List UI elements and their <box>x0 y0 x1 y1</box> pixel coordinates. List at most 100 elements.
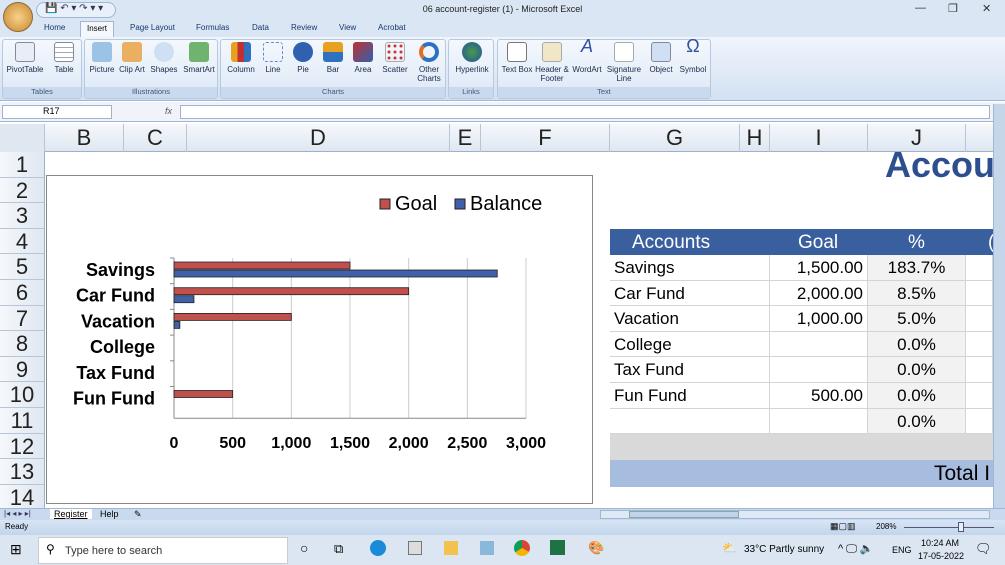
cell-goal[interactable] <box>770 331 868 358</box>
cell-pct[interactable]: 0.0% <box>868 357 966 383</box>
calendar-app-icon[interactable] <box>408 541 422 555</box>
vertical-scrollbar[interactable] <box>993 104 1005 509</box>
header-next[interactable]: ( <box>988 232 995 253</box>
scatter-chart-button[interactable]: Scatter <box>379 42 411 74</box>
sheet-tab-register[interactable]: Register <box>50 509 92 519</box>
cell-pct[interactable]: 8.5% <box>868 280 966 307</box>
app-icon[interactable] <box>480 541 494 555</box>
restore-button[interactable]: ❐ <box>948 3 958 15</box>
sheet-nav-buttons[interactable]: |◂ ◂ ▸ ▸| <box>4 509 31 518</box>
line-chart-button[interactable]: Line <box>259 42 287 74</box>
task-view-icon[interactable]: ⧉ <box>334 541 344 556</box>
header-goal[interactable]: Goal <box>798 232 839 253</box>
sheet-tab-help[interactable]: Help <box>100 509 119 519</box>
weather-text[interactable]: 33°C Partly sunny <box>744 544 825 555</box>
formula-input[interactable] <box>180 105 990 119</box>
hyperlink-button[interactable]: Hyperlink <box>451 42 493 74</box>
col-header-g[interactable]: G <box>610 124 740 152</box>
notifications-icon[interactable]: 🗨 <box>975 541 992 556</box>
tab-review[interactable]: Review <box>291 23 318 32</box>
cell-account[interactable]: Car Fund <box>610 280 770 307</box>
other-charts-button[interactable]: Other Charts <box>413 42 445 83</box>
object-button[interactable]: Object <box>646 42 676 74</box>
shapes-button[interactable]: Shapes <box>147 42 181 74</box>
zoom-level[interactable]: 208% <box>876 522 897 531</box>
tab-insert[interactable]: Insert <box>80 21 115 38</box>
col-header-d[interactable]: D <box>187 124 450 152</box>
cell-account[interactable] <box>610 408 770 435</box>
clip-art-button[interactable]: Clip Art <box>119 42 145 74</box>
file-explorer-icon[interactable] <box>444 541 458 555</box>
paint-icon[interactable]: 🎨 <box>588 540 605 555</box>
pie-chart-button[interactable]: Pie <box>289 42 317 74</box>
row-header-4[interactable]: 4 <box>0 228 45 255</box>
cell-account[interactable]: Savings <box>610 255 770 281</box>
row-header-6[interactable]: 6 <box>0 280 45 306</box>
row-header-11[interactable]: 11 <box>0 408 45 434</box>
wordart-button[interactable]: A WordArt <box>572 36 602 74</box>
col-header-f[interactable]: F <box>481 124 610 152</box>
name-box[interactable]: R17 <box>2 105 112 119</box>
language-indicator[interactable]: ENG <box>892 545 912 555</box>
cell-goal[interactable]: 2,000.00 <box>770 280 868 307</box>
cell[interactable] <box>966 408 993 435</box>
tab-page-layout[interactable]: Page Layout <box>130 23 175 32</box>
row-header-14[interactable]: 14 <box>0 484 45 511</box>
row-header-3[interactable]: 3 <box>0 203 45 229</box>
tab-acrobat[interactable]: Acrobat <box>378 23 406 32</box>
goal-balance-chart[interactable]: 0 500 1,000 1,500 2,000 2,500 3,000 Savings Car … <box>46 175 593 504</box>
zoom-slider-thumb[interactable] <box>958 522 964 532</box>
view-buttons[interactable]: ▦▢▥ <box>830 521 856 531</box>
select-all-button[interactable] <box>0 124 45 152</box>
tab-data[interactable]: Data <box>252 23 269 32</box>
cell-account[interactable]: Vacation <box>610 306 770 332</box>
cell-account[interactable]: College <box>610 331 770 358</box>
taskbar-search[interactable]: Type here to search <box>38 537 288 564</box>
area-chart-button[interactable]: Area <box>349 42 377 74</box>
tab-view[interactable]: View <box>339 23 357 32</box>
cell[interactable] <box>966 331 993 358</box>
cell[interactable] <box>966 306 993 332</box>
pivottable-button[interactable]: PivotTable <box>5 42 45 74</box>
row-header-8[interactable]: 8 <box>0 331 45 357</box>
col-header-h[interactable]: H <box>740 124 770 152</box>
cortana-icon[interactable]: ○ <box>300 540 309 556</box>
close-button[interactable]: ✕ <box>982 3 992 15</box>
windows-start-icon[interactable]: ⊞ <box>10 541 22 557</box>
cell[interactable] <box>966 280 993 307</box>
clock-date[interactable]: 17-05-2022 <box>918 551 965 561</box>
excel-taskbar-icon[interactable] <box>550 540 565 555</box>
picture-button[interactable]: Picture <box>87 42 117 74</box>
row-header-7[interactable]: 7 <box>0 305 45 332</box>
cell-pct[interactable]: 0.0% <box>868 331 966 358</box>
col-header-e[interactable]: E <box>450 124 481 152</box>
horizontal-scrollbar[interactable] <box>600 510 990 519</box>
column-chart-button[interactable]: Column <box>223 42 259 74</box>
cell-account[interactable]: Fun Fund <box>610 383 770 409</box>
edge-icon[interactable] <box>370 540 386 556</box>
insert-sheet-icon[interactable]: ✎ <box>134 509 142 519</box>
symbol-button[interactable]: Ω Symbol <box>679 36 707 74</box>
cell[interactable] <box>966 383 993 409</box>
quick-access-toolbar[interactable]: 💾 ↶ ▾ ↷ ▾ ▾ <box>36 2 116 18</box>
table-button[interactable]: Table <box>49 42 79 74</box>
header-accounts[interactable]: Accounts <box>632 232 711 253</box>
col-header-j[interactable]: J <box>868 124 966 152</box>
cell-pct[interactable]: 5.0% <box>868 306 966 332</box>
cell-goal[interactable]: 1,000.00 <box>770 306 868 332</box>
cell-goal[interactable]: 500.00 <box>770 383 868 409</box>
minimize-button[interactable]: — <box>915 2 926 14</box>
col-header-c[interactable]: C <box>124 124 187 152</box>
cell-pct[interactable]: 0.0% <box>868 383 966 409</box>
row-header-10[interactable]: 10 <box>0 382 45 408</box>
chrome-icon[interactable] <box>514 540 530 556</box>
cell-pct[interactable]: 183.7% <box>868 255 966 281</box>
tab-home[interactable]: Home <box>44 23 66 32</box>
text-box-button[interactable]: Text Box <box>500 42 534 74</box>
row-header-13[interactable]: 13 <box>0 459 45 485</box>
tray-icons[interactable]: ^ 🖵 🔈 <box>838 543 874 555</box>
row-header-2[interactable]: 2 <box>0 177 45 204</box>
cell-account[interactable]: Tax Fund <box>610 357 770 383</box>
cell-goal[interactable] <box>770 408 868 435</box>
tab-formulas[interactable]: Formulas <box>196 23 230 32</box>
